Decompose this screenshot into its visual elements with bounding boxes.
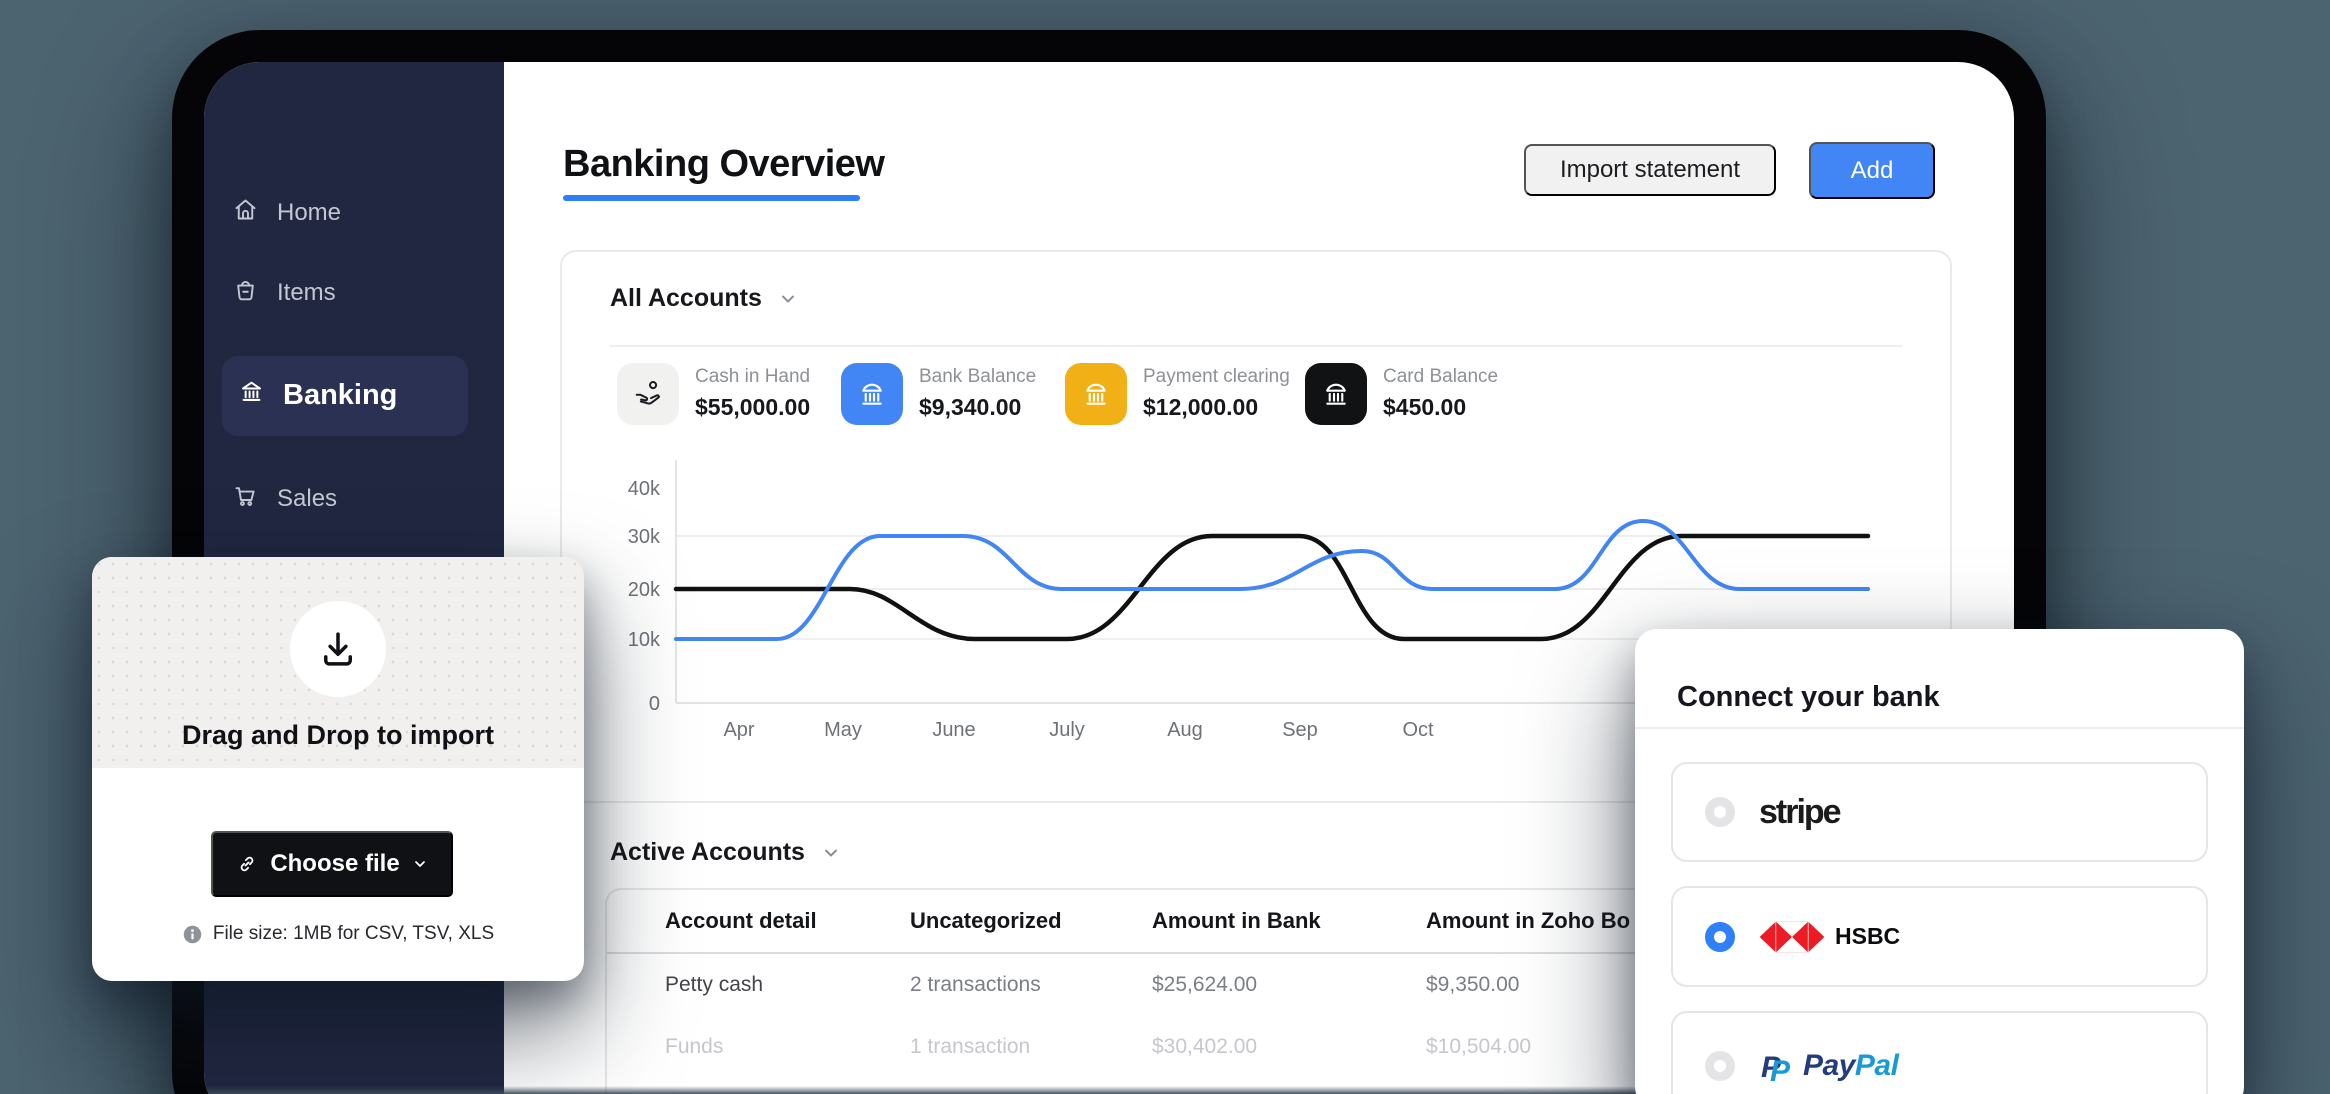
cell-account: Funds <box>665 1035 724 1058</box>
summary-payment-clearing: Payment clearing $12,000.00 <box>1065 363 1290 425</box>
x-tick: May <box>824 719 862 741</box>
card-divider <box>610 345 1902 347</box>
paypal-logo: P P <box>1761 1051 1791 1085</box>
home-icon <box>232 196 259 230</box>
summary-card-balance: Card Balance $450.00 <box>1305 363 1498 425</box>
link-icon <box>241 856 254 872</box>
drag-drop-zone[interactable]: Drag and Drop to import <box>92 557 584 768</box>
svg-text:P: P <box>1770 1055 1791 1085</box>
bag-icon <box>232 276 259 310</box>
table-row[interactable]: Petty cash 2 transactions $25,624.00 $9,… <box>607 954 1959 1016</box>
sidebar-item-sales[interactable]: Sales <box>232 482 337 516</box>
connect-bank-card: Connect your bank stripe HSBC P P P <box>1635 629 2244 1094</box>
choose-file-label: Choose file <box>270 850 400 877</box>
drag-drop-heading: Drag and Drop to import <box>182 720 494 750</box>
add-button[interactable]: Add <box>1809 142 1935 199</box>
summary-label: Payment clearing <box>1143 366 1290 387</box>
cell-uncategorized: 1 transaction <box>910 1035 1031 1058</box>
info-icon <box>183 925 202 943</box>
screen-bottom-edge <box>204 1086 2014 1094</box>
hand-coin-icon <box>617 363 679 425</box>
paypal-wordmark-pal: Pal <box>1854 1049 1899 1082</box>
summary-value: $9,340.00 <box>919 394 1022 420</box>
summary-value: $12,000.00 <box>1143 394 1259 420</box>
sidebar-active-highlight <box>222 356 468 436</box>
chevron-down-icon <box>824 849 837 856</box>
sidebar-item-home[interactable]: Home <box>232 196 341 230</box>
x-tick: Sep <box>1282 719 1318 741</box>
svg-text:P: P <box>1761 1051 1782 1084</box>
bank-option-stripe[interactable]: stripe <box>1671 762 2208 862</box>
column-header: Amount in Bank <box>1152 908 1321 933</box>
bank-icon <box>841 363 903 425</box>
cell-amount-zoho: $9,350.00 <box>1426 973 1520 996</box>
radio-selected[interactable] <box>1705 921 1735 952</box>
y-tick: 0 <box>649 693 660 715</box>
paypal-wordmark-pay: Pay <box>1803 1049 1855 1082</box>
x-tick: July <box>1049 719 1085 741</box>
sidebar-item-label: Home <box>277 199 342 226</box>
active-accounts-dropdown[interactable]: Active Accounts <box>610 838 841 867</box>
cell-amount-bank: $30,402.00 <box>1152 1035 1258 1058</box>
import-card: Drag and Drop to import Choose file File… <box>92 557 584 981</box>
connect-bank-title: Connect your bank <box>1677 681 1940 713</box>
table-header-row: Account detail Uncategorized Amount in B… <box>607 890 1959 954</box>
x-tick: Oct <box>1402 719 1434 741</box>
column-header: Uncategorized <box>910 908 1062 933</box>
bank-option-paypal[interactable]: P P PayPal <box>1671 1011 2208 1094</box>
summary-cash-in-hand: Cash in Hand $55,000.00 <box>617 363 810 425</box>
choose-file-button[interactable]: Choose file <box>211 831 453 897</box>
summary-label: Cash in Hand <box>695 366 811 387</box>
summary-value: $450.00 <box>1383 394 1467 420</box>
chevron-down-icon <box>414 861 425 867</box>
series-black-line <box>673 533 1871 642</box>
bank-icon <box>1305 363 1367 425</box>
download-icon <box>290 601 386 697</box>
cell-uncategorized: 2 transactions <box>910 973 1041 996</box>
page-title: Banking Overview <box>563 143 885 185</box>
sidebar-item-items[interactable]: Items <box>232 276 336 310</box>
summary-label: Bank Balance <box>919 366 1037 387</box>
radio-unselected[interactable] <box>1705 1051 1735 1081</box>
all-accounts-dropdown[interactable]: All Accounts <box>610 284 798 313</box>
bank-option-hsbc[interactable]: HSBC <box>1671 886 2208 987</box>
balance-line-chart: 0 10k 20k 30k 40k Apr May June July Aug … <box>628 460 1871 741</box>
x-tick: Apr <box>723 719 754 741</box>
y-tick: 30k <box>628 526 661 548</box>
summary-bank-balance: Bank Balance $9,340.00 <box>841 363 1036 425</box>
sidebar-item-label: Sales <box>277 485 338 512</box>
sidebar-item-label: Items <box>277 279 336 306</box>
bank-icon <box>1065 363 1127 425</box>
summary-value: $55,000.00 <box>695 394 811 420</box>
card-divider <box>1635 727 2244 729</box>
radio-unselected[interactable] <box>1705 797 1735 827</box>
cell-amount-zoho: $10,504.00 <box>1426 1035 1532 1058</box>
column-header: Amount in Zoho Bo <box>1426 908 1631 933</box>
cell-account: Petty cash <box>665 973 764 996</box>
hsbc-wordmark: HSBC <box>1835 923 1901 949</box>
sidebar-item-banking[interactable]: Banking <box>238 378 397 413</box>
stripe-logo: stripe <box>1759 792 1842 831</box>
series-blue-line <box>674 518 1870 641</box>
file-size-text: File size: 1MB for CSV, TSV, XLS <box>212 923 495 944</box>
cell-amount-bank: $25,624.00 <box>1152 973 1258 996</box>
table-row[interactable]: Funds 1 transaction $30,402.00 $10,504.0… <box>607 1016 1959 1078</box>
cart-icon <box>232 482 259 516</box>
file-size-note: File size: 1MB for CSV, TSV, XLS <box>92 923 584 945</box>
summary-label: Card Balance <box>1383 366 1499 387</box>
import-statement-button[interactable]: Import statement <box>1524 144 1776 196</box>
x-tick: June <box>932 719 975 741</box>
x-tick: Aug <box>1167 719 1203 741</box>
y-tick: 20k <box>628 579 661 601</box>
hsbc-logo <box>1759 921 1825 952</box>
y-tick: 10k <box>628 629 661 651</box>
active-accounts-label: Active Accounts <box>610 838 805 866</box>
sidebar-item-label: Banking <box>283 379 398 411</box>
column-header: Account detail <box>665 908 817 933</box>
y-tick: 40k <box>628 478 661 500</box>
chevron-down-icon <box>781 295 794 302</box>
title-underline <box>563 195 860 201</box>
all-accounts-label: All Accounts <box>610 284 762 312</box>
bank-icon <box>238 378 265 413</box>
